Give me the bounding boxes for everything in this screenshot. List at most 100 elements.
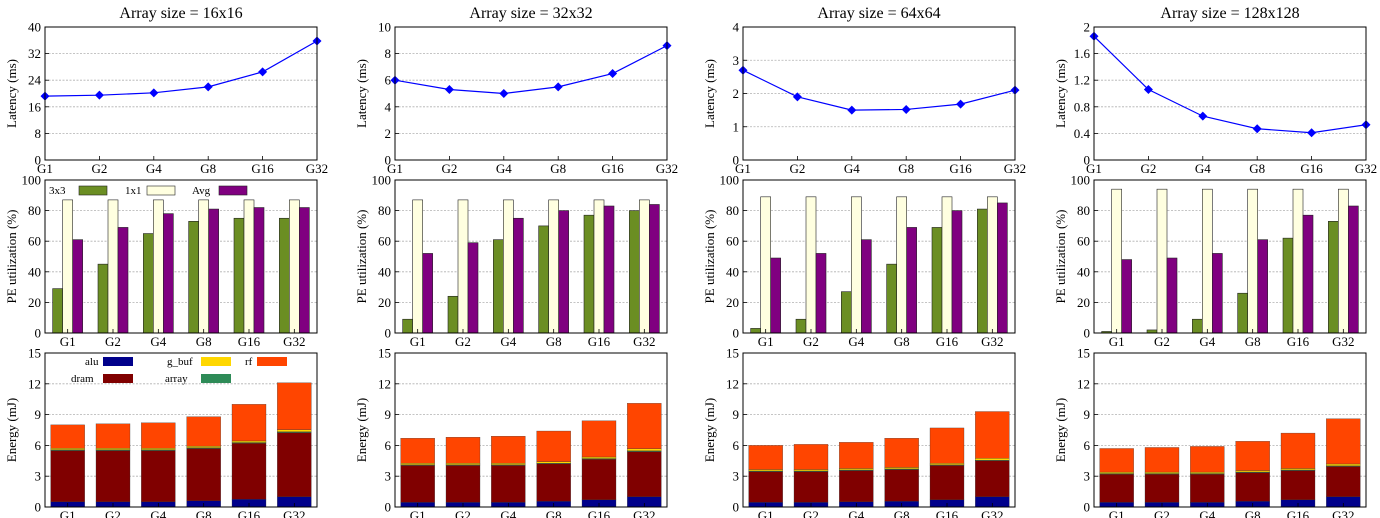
y-tick-label: 15 [28,346,41,361]
x-tick-label: G1 [1109,508,1125,518]
y-tick-label: 80 [726,203,739,218]
y-tick-label: 60 [1077,234,1090,249]
y-axis-label: Latency (ms) [4,59,19,128]
y-tick-label: 60 [28,234,41,249]
y-tick-label: 1.2 [1074,73,1090,88]
x-tick-label: G1 [410,508,426,518]
energy-bar-g-buf [581,456,617,459]
plot-frame [44,352,318,508]
x-tick-label: G4 [496,161,512,176]
util-bar-1x1 [153,199,164,334]
legend-swatch-dram [103,374,133,383]
x-tick-label: G16 [1300,161,1323,176]
plot-frame [394,179,668,334]
util-bar-1x1 [1247,188,1258,334]
util-bar-avg [72,239,83,334]
chart-title: Array size = 32x32 [469,5,592,22]
util-bar-avg [1302,214,1314,334]
plot-frame [394,352,668,508]
energy-bar-rf [445,437,481,464]
energy-bar-dram [50,450,85,503]
y-tick-label: 100 [1071,173,1091,188]
x-tick-label: G32 [633,334,655,349]
util-bar-1x1 [1338,188,1349,334]
energy-bar-dram [1280,470,1316,500]
energy-bar-g-buf [231,440,267,443]
x-tick-label: G2 [441,161,457,176]
util-bar-avg [163,213,174,334]
latency-point [1252,124,1262,134]
util-bar-1x1 [289,199,300,334]
y-tick-label: 40 [28,20,41,35]
util-bar-avg [1121,259,1132,334]
y-tick-label: 4 [733,20,740,35]
util-bar-avg [649,204,660,334]
latency-point [203,82,213,92]
util-bar-3x3 [1328,221,1339,334]
legend-label-alu: alu [85,356,99,368]
energy-bar-rf [1099,448,1134,473]
energy-bar-g-buf [1099,471,1134,474]
x-tick-label: G8 [894,508,910,518]
x-tick-label: G8 [200,161,216,176]
x-tick-label: G2 [91,161,107,176]
x-tick-label: G1 [60,334,76,349]
y-tick-label: 9 [35,407,42,422]
y-tick-label: 0.4 [1074,126,1091,141]
x-tick-label: G32 [1355,161,1377,176]
plot-frame [1093,179,1367,334]
x-tick-label: G1 [410,334,426,349]
chart-latency-1: 0 8 16 24 32 40 G1 G2 G4 G8 G16 G32 Latency (ms) Arra… [4,5,328,176]
y-tick-label: 80 [28,203,41,218]
util-bar-1x1 [1202,188,1213,334]
latency-line [44,40,318,97]
y-tick-label: 10 [378,20,391,35]
energy-bar-dram [277,432,312,497]
plot-frame [394,26,668,161]
chart-title: Array size = 64x64 [817,5,940,22]
x-tick-label: G4 [1199,334,1215,349]
util-bar-1x1 [243,199,255,334]
util-bar-1x1 [760,196,771,334]
x-tick-label: G32 [1004,161,1026,176]
y-tick-label: 6 [733,438,740,453]
legend-label-1x1: 1x1 [125,185,142,197]
y-tick-label: 6 [35,438,42,453]
y-axis-label: PE utilization (%) [1053,210,1068,304]
y-tick-label: 3 [1084,469,1091,484]
x-tick-label: G1 [37,161,53,176]
y-tick-label: 40 [378,264,391,279]
chart-util-3: 0 20 40 60 80 100 G1 G2 G4 G8 G16 G32 PE utilization… [702,173,1016,349]
x-tick-label: G4 [1195,161,1211,176]
util-bar-3x3 [841,291,852,334]
x-tick-label: G2 [1154,334,1170,349]
x-tick-label: G8 [894,334,910,349]
y-tick-label: 12 [28,376,41,391]
util-bar-3x3 [143,233,154,334]
x-tick-label: G8 [196,334,212,349]
y-tick-label: 20 [726,295,739,310]
util-bar-1x1 [851,196,862,334]
legend-swatch-array [201,374,231,383]
x-tick-label: G32 [283,508,305,518]
y-tick-label: 3 [733,53,740,68]
y-tick-label: 6 [385,73,392,88]
util-bar-3x3 [493,239,504,334]
util-bar-avg [558,210,569,334]
x-tick-label: G16 [588,508,611,518]
energy-legend: alu g_buf rf dram array [71,356,287,385]
latency-point [1143,85,1153,95]
y-tick-label: 6 [1084,438,1091,453]
x-tick-label: G4 [500,508,516,518]
energy-bar-rf [748,445,783,470]
y-tick-label: 24 [28,73,42,88]
energy-bar-dram [793,471,829,503]
y-axis-label: Energy (mJ) [354,398,369,462]
x-tick-label: G4 [844,161,860,176]
latency-point [444,85,454,95]
x-tick-label: G8 [196,508,212,518]
util-bar-avg [1257,239,1268,334]
energy-bar-rf [277,382,312,430]
energy-bar-dram [536,463,571,502]
util-bar-avg [951,210,963,334]
